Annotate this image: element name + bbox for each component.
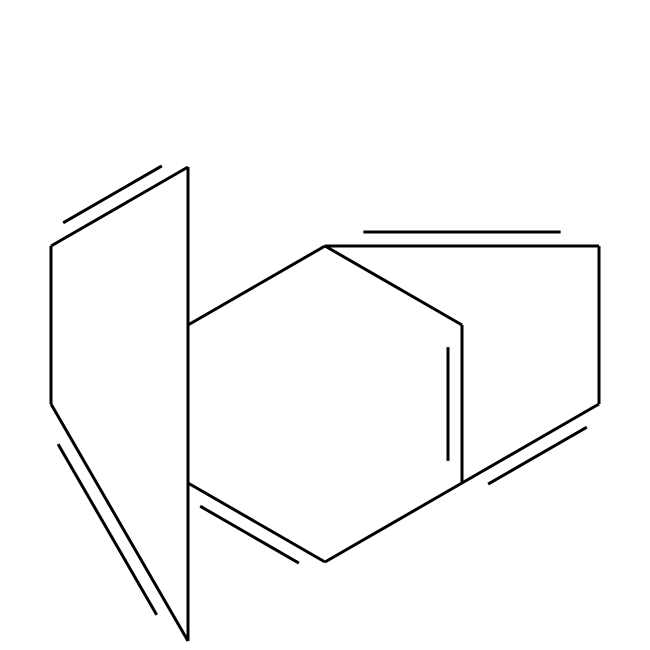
bond-line xyxy=(462,404,599,483)
bond-line xyxy=(188,483,325,562)
bond-line xyxy=(51,404,188,641)
bond-line xyxy=(188,246,325,325)
bond-line xyxy=(325,483,462,562)
bond-line xyxy=(58,444,157,615)
bond-line xyxy=(51,167,188,246)
bond-line xyxy=(488,427,587,484)
bond-line xyxy=(325,246,462,325)
molecule-diagram xyxy=(0,0,650,650)
bond-line xyxy=(200,506,299,563)
bond-line xyxy=(63,166,162,223)
